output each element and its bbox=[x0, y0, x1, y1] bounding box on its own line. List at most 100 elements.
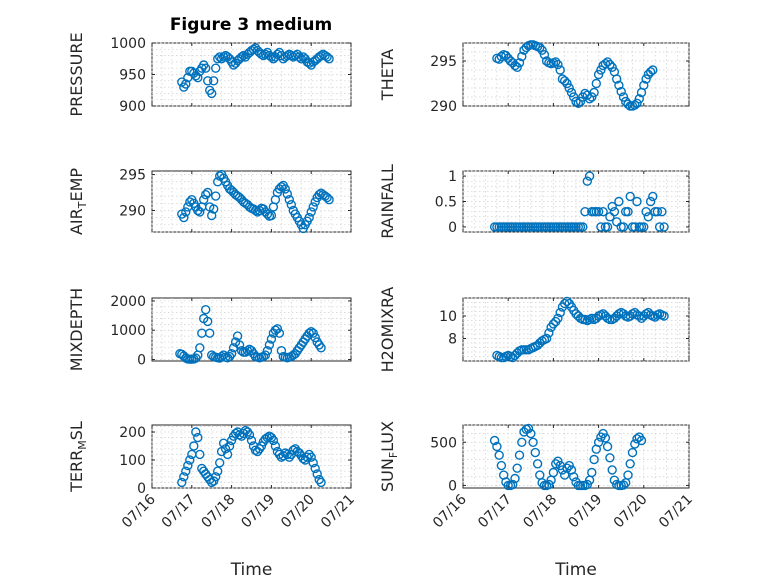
data-point bbox=[262, 346, 273, 356]
data-point bbox=[510, 473, 520, 484]
y-tick-label: 200 bbox=[119, 425, 146, 441]
x-tick-label: 07/21 bbox=[318, 492, 358, 532]
data-point bbox=[612, 74, 622, 84]
data-point bbox=[648, 191, 658, 202]
data-point bbox=[308, 328, 318, 338]
data-point bbox=[226, 349, 237, 359]
x-tick-label: 07/17 bbox=[475, 492, 515, 532]
data-point bbox=[630, 222, 640, 232]
data-point bbox=[288, 445, 298, 455]
data-point bbox=[523, 423, 534, 434]
data-point bbox=[589, 454, 599, 465]
data-point bbox=[632, 196, 642, 207]
x-tick-label: 07/18 bbox=[199, 492, 239, 532]
data-point bbox=[652, 206, 663, 217]
data-point bbox=[512, 62, 522, 73]
data-point bbox=[189, 441, 199, 451]
data-point bbox=[551, 459, 561, 469]
data-point bbox=[582, 176, 592, 186]
x-tick-label: 07/18 bbox=[520, 492, 560, 532]
subplot-4: 0 0.5 1 RAINFALL bbox=[378, 164, 690, 239]
data-point bbox=[517, 437, 527, 447]
series-points bbox=[492, 296, 669, 363]
y-tick-label: 0 bbox=[448, 478, 457, 494]
y-tick-label: 0 bbox=[137, 353, 146, 369]
data-point bbox=[262, 432, 273, 443]
data-point bbox=[204, 474, 215, 485]
x-tick-label: 07/20 bbox=[278, 492, 318, 532]
x-tick-label: 07/21 bbox=[656, 492, 696, 532]
series-points bbox=[489, 423, 647, 491]
data-point bbox=[584, 94, 595, 104]
data-point bbox=[200, 63, 211, 73]
data-point bbox=[286, 199, 296, 210]
data-point bbox=[316, 343, 326, 353]
data-point bbox=[260, 49, 271, 59]
data-point bbox=[236, 52, 247, 62]
data-point bbox=[246, 435, 257, 446]
data-point bbox=[537, 45, 547, 55]
data-point bbox=[324, 194, 334, 205]
data-point bbox=[645, 67, 656, 77]
data-point bbox=[195, 343, 205, 353]
data-point bbox=[625, 191, 635, 202]
figure-title: Figure 3 medium bbox=[170, 15, 332, 35]
data-point bbox=[562, 296, 572, 307]
data-point bbox=[654, 222, 665, 232]
data-point bbox=[314, 189, 324, 200]
data-point bbox=[179, 212, 189, 223]
data-point bbox=[560, 76, 570, 86]
data-point bbox=[573, 98, 583, 109]
data-point bbox=[310, 197, 320, 207]
data-point bbox=[310, 463, 320, 474]
data-point bbox=[206, 88, 217, 99]
data-point bbox=[322, 52, 332, 62]
data-point bbox=[268, 435, 279, 446]
data-point bbox=[200, 305, 211, 315]
data-point bbox=[212, 466, 223, 476]
data-point bbox=[210, 63, 221, 73]
data-point bbox=[195, 449, 205, 460]
data-point bbox=[234, 340, 245, 350]
y-tick-label: 0 bbox=[448, 220, 457, 236]
data-point bbox=[605, 453, 615, 463]
data-point bbox=[623, 99, 633, 109]
y-tick-label: 290 bbox=[430, 99, 457, 115]
data-point bbox=[496, 51, 507, 62]
data-point bbox=[212, 54, 223, 64]
y-tick-label: 0 bbox=[137, 481, 146, 497]
series-points bbox=[177, 425, 326, 488]
data-point bbox=[202, 76, 213, 86]
data-point bbox=[183, 460, 193, 471]
data-point bbox=[593, 69, 604, 80]
subplot-6: 8 10 H2OMIXRA bbox=[378, 287, 690, 372]
data-point bbox=[496, 460, 507, 471]
data-point bbox=[625, 459, 635, 469]
data-point bbox=[514, 58, 525, 68]
data-point bbox=[210, 472, 221, 482]
data-point bbox=[551, 57, 561, 67]
data-point bbox=[517, 51, 527, 62]
y-axis-label: MIXDEPTH bbox=[67, 288, 86, 371]
data-point bbox=[602, 222, 613, 232]
data-point bbox=[532, 459, 543, 469]
x-tick-label: 07/17 bbox=[159, 492, 199, 532]
data-point bbox=[578, 222, 588, 232]
data-point bbox=[316, 477, 326, 488]
data-point bbox=[641, 74, 651, 84]
data-point bbox=[204, 328, 215, 338]
data-point bbox=[238, 428, 249, 439]
data-point bbox=[659, 222, 669, 232]
y-axis-label: RAINFALL bbox=[378, 164, 397, 239]
data-point bbox=[589, 87, 599, 98]
data-point bbox=[641, 206, 651, 217]
data-point bbox=[181, 207, 191, 217]
data-point bbox=[623, 470, 633, 480]
data-point bbox=[548, 467, 559, 478]
data-point bbox=[630, 100, 640, 110]
data-point bbox=[185, 455, 195, 465]
data-point bbox=[627, 447, 638, 458]
data-point bbox=[181, 466, 191, 476]
data-point bbox=[218, 52, 229, 62]
data-point bbox=[274, 328, 285, 338]
